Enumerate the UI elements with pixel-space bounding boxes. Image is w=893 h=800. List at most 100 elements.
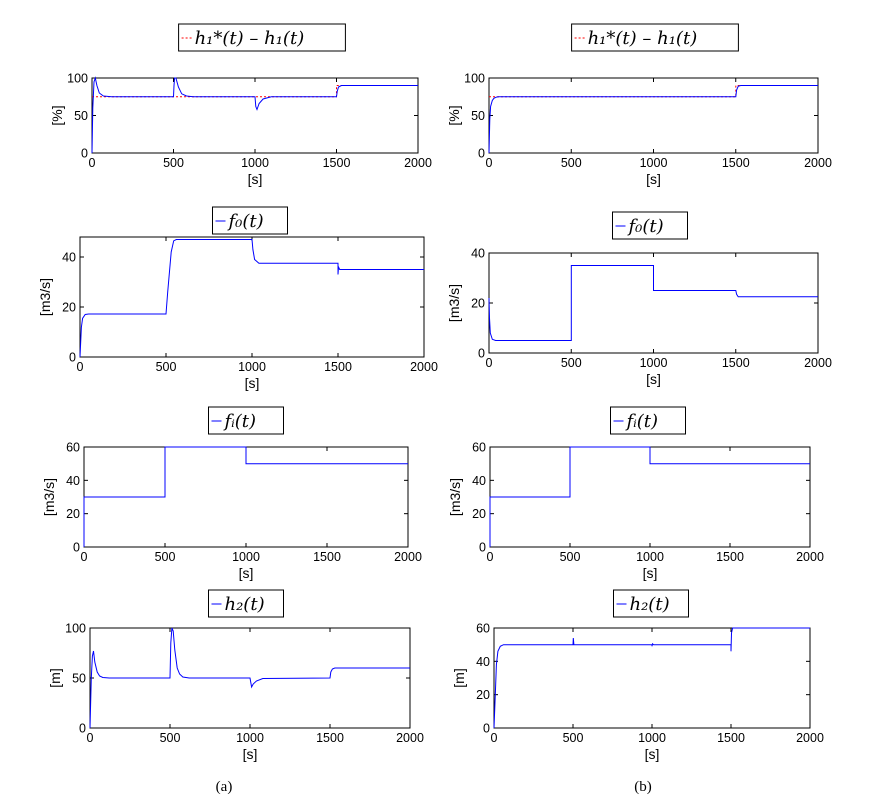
series-line <box>489 446 810 547</box>
legend: h₁*(t) – h₁(t) <box>571 23 739 52</box>
y-tick-label: 0 <box>79 722 86 736</box>
y-axis-label: [%] <box>49 105 65 125</box>
series-line <box>89 627 410 729</box>
x-tick-label: 0 <box>77 360 84 374</box>
series-line <box>79 239 424 358</box>
y-axis-label: [m3/s] <box>447 478 463 516</box>
chart-panel-b-1: 0 500 1000 1500 2000 0 50 100 [s] [%] h₁*(t) – h₁(… <box>446 23 832 187</box>
x-tick-label: 1500 <box>717 731 745 745</box>
legend-text: fᵢ(t) <box>625 411 659 432</box>
x-axis-label: [s] <box>646 371 661 387</box>
chart-panel-b-4: 0 500 1000 1500 2000 0 20 40 60 [s] [m] h₂(t) <box>451 589 824 762</box>
legend: fᵢ(t) <box>610 406 686 435</box>
legend: f₀(t) <box>612 211 688 240</box>
x-tick-label: 0 <box>487 550 494 564</box>
x-tick-label: 0 <box>81 550 88 564</box>
figure-caption: (a) <box>216 779 233 795</box>
x-tick-label: 1000 <box>232 550 260 564</box>
legend-box <box>571 23 739 52</box>
chart-panel-a-4: 0 500 1000 1500 2000 0 50 100 [s] [m] h₂(t) <box>47 589 424 762</box>
chart-panel-b-2: 0 500 1000 1500 2000 0 20 40 [s] [m3/s] f₀(t) <box>446 211 832 387</box>
x-axis-label: [s] <box>643 565 658 581</box>
legend-box <box>612 211 688 240</box>
y-tick-label: 60 <box>476 622 490 636</box>
y-axis-label: [%] <box>446 105 462 125</box>
x-tick-label: 1000 <box>241 156 269 170</box>
x-tick-label: 2000 <box>804 156 832 170</box>
x-tick-label: 500 <box>561 356 582 370</box>
legend-text: h₂(t) <box>630 594 670 615</box>
x-axis-label: [s] <box>245 375 260 391</box>
y-tick-label: 50 <box>471 109 485 123</box>
series-line <box>91 76 418 154</box>
figure-caption: (b) <box>634 779 652 795</box>
legend-text: h₁*(t) – h₁(t) <box>588 28 698 49</box>
y-tick-label: 0 <box>479 541 486 555</box>
x-tick-label: 500 <box>561 156 582 170</box>
legend-text: f₀(t) <box>227 211 264 232</box>
plot-frame <box>488 77 819 154</box>
x-tick-label: 2000 <box>796 550 824 564</box>
x-tick-label: 1500 <box>722 356 750 370</box>
y-axis-label: [m] <box>47 668 63 687</box>
plot-frame <box>91 77 419 154</box>
y-axis-label: [m3/s] <box>41 478 57 516</box>
x-tick-label: 2000 <box>410 360 438 374</box>
y-tick-label: 20 <box>471 297 485 311</box>
y-tick-label: 0 <box>69 351 76 365</box>
legend-text: h₁*(t) – h₁(t) <box>195 28 305 49</box>
plot-frame <box>79 236 425 358</box>
x-tick-label: 1500 <box>323 156 351 170</box>
chart-panel-a-1: 0 500 1000 1500 2000 0 50 100 [s] [%] h₁*(t) – h₁(… <box>49 23 432 187</box>
legend: f₀(t) <box>212 206 288 235</box>
legend-box <box>178 23 346 52</box>
x-tick-label: 1500 <box>716 550 744 564</box>
y-tick-label: 20 <box>62 301 76 315</box>
legend: h₂(t) <box>613 589 689 618</box>
x-tick-label: 2000 <box>396 731 424 745</box>
y-tick-label: 20 <box>472 507 486 521</box>
y-tick-label: 0 <box>483 722 490 736</box>
y-tick-label: 100 <box>464 72 485 86</box>
x-tick-label: 500 <box>160 731 181 745</box>
series-line <box>488 85 818 154</box>
y-tick-label: 0 <box>73 541 80 555</box>
y-axis-label: [m] <box>451 668 467 687</box>
x-tick-label: 0 <box>486 156 493 170</box>
y-tick-label: 20 <box>66 507 80 521</box>
x-tick-label: 1000 <box>636 550 664 564</box>
x-tick-label: 1500 <box>324 360 352 374</box>
x-tick-label: 500 <box>156 360 177 374</box>
x-tick-label: 0 <box>89 156 96 170</box>
y-tick-label: 40 <box>66 474 80 488</box>
x-tick-label: 500 <box>155 550 176 564</box>
x-tick-label: 1000 <box>640 356 668 370</box>
legend: h₂(t) <box>208 589 284 618</box>
x-tick-label: 1500 <box>316 731 344 745</box>
x-tick-label: 2000 <box>796 731 824 745</box>
y-tick-label: 20 <box>476 688 490 702</box>
y-tick-label: 100 <box>67 72 88 86</box>
x-tick-label: 1000 <box>236 731 264 745</box>
y-tick-label: 40 <box>472 474 486 488</box>
y-tick-label: 50 <box>72 672 86 686</box>
x-axis-label: [s] <box>248 171 263 187</box>
x-tick-label: 500 <box>563 731 584 745</box>
x-tick-label: 2000 <box>394 550 422 564</box>
y-tick-label: 40 <box>471 247 485 261</box>
y-tick-label: 0 <box>478 147 485 161</box>
y-tick-label: 0 <box>81 147 88 161</box>
x-tick-label: 1000 <box>638 731 666 745</box>
legend-text: f₀(t) <box>627 216 664 237</box>
x-tick-label: 0 <box>486 356 493 370</box>
x-axis-label: [s] <box>239 565 254 581</box>
y-tick-label: 100 <box>65 622 86 636</box>
y-tick-label: 60 <box>472 441 486 455</box>
x-axis-label: [s] <box>243 746 258 762</box>
x-tick-label: 1000 <box>238 360 266 374</box>
legend-text: fᵢ(t) <box>223 411 257 432</box>
x-tick-label: 0 <box>87 731 94 745</box>
x-tick-label: 2000 <box>404 156 432 170</box>
x-axis-label: [s] <box>645 746 660 762</box>
